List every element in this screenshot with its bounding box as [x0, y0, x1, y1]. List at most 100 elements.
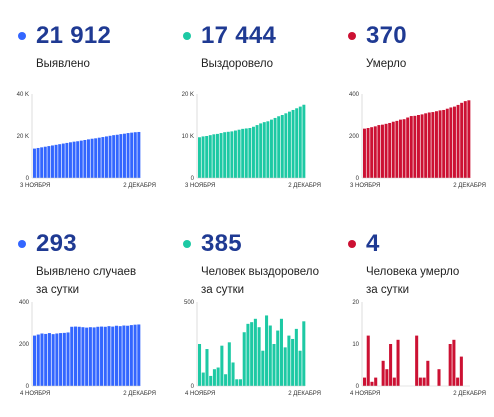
panel-deaths: 370 Умерло 0 200 400 3 НОЯБРЯ 2 ДЕКАБРЯ	[330, 0, 490, 200]
bar	[273, 117, 277, 178]
y-tick-label: 200	[349, 134, 360, 140]
stat-label: Человек выздоровело	[201, 266, 320, 278]
bar	[212, 369, 216, 386]
bar	[262, 122, 266, 178]
y-tick-label: 10	[352, 342, 359, 348]
bar	[399, 119, 402, 178]
bar	[58, 144, 62, 178]
bar	[94, 138, 98, 178]
stat-value: 17 444	[201, 22, 277, 49]
bar	[201, 136, 205, 178]
bar	[402, 119, 406, 178]
bar	[427, 112, 431, 178]
bar-chart: 0 10 K 20 K 3 НОЯБРЯ 2 ДЕКАБРЯ	[182, 92, 321, 189]
bar	[83, 139, 87, 178]
x-tick-label-end: 2 ДЕКАБРЯ	[453, 391, 486, 397]
bar	[272, 344, 276, 386]
bar	[395, 120, 399, 178]
stat-label: Выявлено	[36, 58, 90, 70]
bar-chart: 0 10 20 4 НОЯБРЯ 2 ДЕКАБРЯ	[350, 300, 486, 397]
bar	[230, 131, 234, 178]
bar	[105, 136, 108, 178]
bar	[388, 122, 392, 178]
bar	[406, 117, 410, 178]
x-tick-label-start: 3 НОЯБРЯ	[350, 183, 380, 189]
bar	[65, 142, 69, 178]
bar	[100, 326, 104, 386]
bar	[119, 134, 123, 178]
bar	[40, 147, 44, 178]
bar	[377, 125, 381, 178]
bar	[242, 332, 246, 386]
bar	[198, 137, 201, 178]
bar	[438, 110, 442, 178]
bar	[459, 356, 463, 386]
bar	[70, 326, 74, 386]
bar	[248, 128, 252, 178]
bar	[81, 327, 85, 386]
stat-value: 370	[366, 22, 407, 49]
bar	[268, 325, 272, 386]
x-tick-label-end: 2 ДЕКАБРЯ	[123, 391, 156, 397]
bar	[279, 318, 283, 386]
bar	[396, 339, 400, 386]
bar	[241, 128, 245, 178]
bar	[92, 327, 96, 386]
bar	[253, 318, 257, 386]
bar	[389, 344, 393, 386]
bar-chart: 0 200 400 4 НОЯБРЯ 2 ДЕКАБРЯ	[19, 300, 156, 397]
y-tick-label: 400	[19, 300, 30, 306]
stat-label: за сутки	[201, 284, 245, 296]
bar	[96, 326, 100, 386]
bar	[235, 379, 239, 386]
x-tick-label-end: 2 ДЕКАБРЯ	[453, 183, 486, 189]
bar	[61, 143, 65, 178]
bar	[270, 119, 273, 178]
bar	[226, 131, 230, 178]
bar	[118, 326, 122, 386]
bar	[59, 333, 63, 386]
bar	[294, 328, 298, 386]
bar	[417, 115, 420, 178]
bullet-dot-icon	[183, 240, 191, 248]
bar	[47, 333, 51, 386]
bar	[77, 326, 81, 386]
bar	[252, 126, 255, 178]
bullet-dot-icon	[18, 240, 26, 248]
bar	[36, 334, 40, 386]
bar	[291, 109, 295, 178]
bar	[426, 360, 430, 386]
bar	[97, 137, 101, 178]
bar	[265, 315, 269, 386]
bar	[216, 133, 219, 178]
y-tick-label: 400	[349, 92, 360, 98]
bar	[223, 132, 227, 178]
bar	[409, 116, 413, 178]
bar	[373, 126, 377, 178]
panel-deaths-daily: 4 Человека умерло за сутки 0 10 20 4 НОЯБРЯ 2 Д…	[330, 208, 490, 408]
x-tick-label-end: 2 ДЕКАБРЯ	[288, 183, 321, 189]
bar	[115, 134, 119, 178]
bar	[456, 377, 460, 386]
x-tick-label-start: 4 НОЯБРЯ	[185, 391, 215, 397]
y-tick-label: 0	[26, 176, 30, 182]
bar	[129, 325, 133, 386]
bar	[130, 132, 134, 178]
y-tick-label: 0	[356, 384, 360, 390]
bar	[463, 101, 467, 178]
bar	[298, 350, 302, 386]
bar	[244, 128, 248, 178]
bar	[295, 108, 299, 178]
x-tick-label-start: 4 НОЯБРЯ	[20, 391, 50, 397]
panel-detected: 21 912 Выявлено 0 20 K 40 K 3 НОЯБРЯ 2 ДЕКАБРЯ	[0, 0, 160, 200]
bar	[467, 100, 471, 178]
bar	[101, 137, 105, 178]
bar	[137, 131, 141, 178]
y-tick-label: 0	[356, 176, 360, 182]
bar	[246, 323, 250, 386]
bar	[198, 344, 202, 386]
bar	[261, 350, 265, 386]
bar	[234, 130, 237, 178]
bar	[88, 327, 92, 386]
bar	[366, 335, 370, 386]
